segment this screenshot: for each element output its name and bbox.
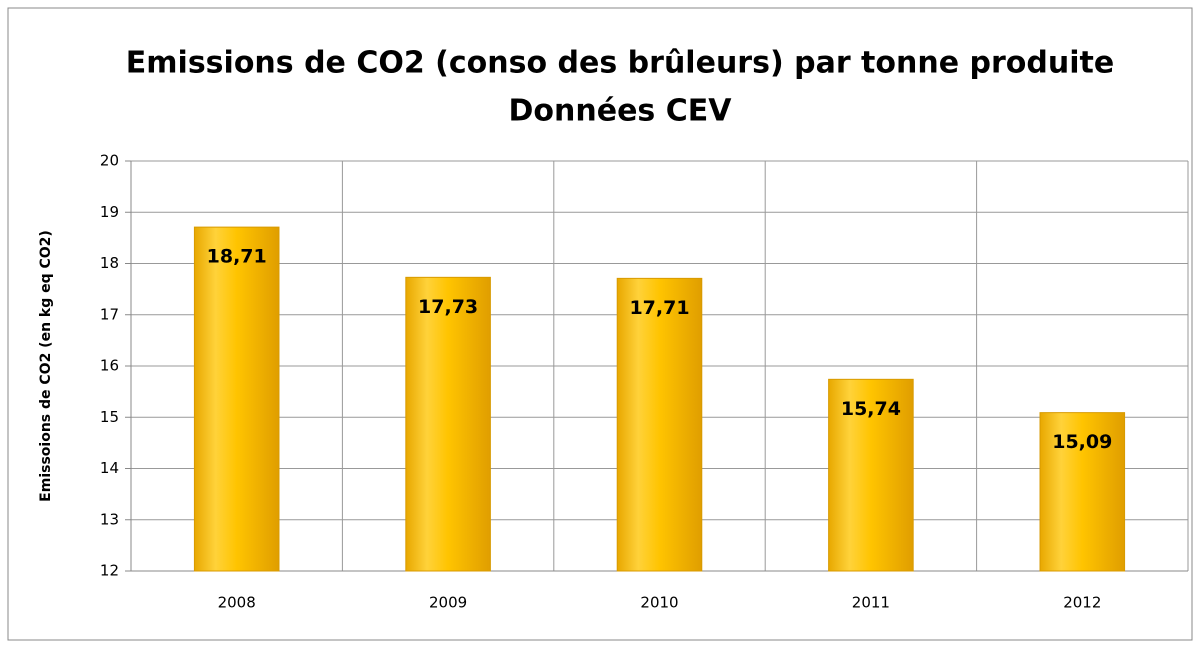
y-axis-label: Emissoions de CO2 (en kg eq CO2) bbox=[38, 230, 54, 502]
bar bbox=[828, 378, 914, 572]
x-tick-label: 2010 bbox=[640, 594, 678, 612]
y-tick-label: 17 bbox=[100, 305, 119, 323]
value-label: 17,71 bbox=[629, 297, 689, 319]
y-tick-label: 13 bbox=[100, 510, 119, 528]
y-tick-label: 15 bbox=[100, 408, 119, 426]
y-tick-label: 16 bbox=[100, 357, 119, 375]
x-tick-label: 2008 bbox=[218, 594, 256, 612]
y-tick-label: 14 bbox=[100, 459, 119, 477]
bar bbox=[616, 277, 703, 572]
y-tick-label: 20 bbox=[100, 152, 119, 170]
bar bbox=[193, 226, 280, 572]
y-tick-label: 19 bbox=[100, 203, 119, 221]
value-label: 18,71 bbox=[207, 246, 267, 268]
value-label: 15,74 bbox=[841, 398, 901, 420]
bar bbox=[1039, 412, 1126, 572]
x-tick-label: 2012 bbox=[1063, 594, 1101, 612]
x-tick-label: 2009 bbox=[429, 594, 467, 612]
y-tick-label: 18 bbox=[100, 254, 119, 272]
bar bbox=[405, 276, 491, 572]
value-label: 15,09 bbox=[1052, 431, 1112, 453]
x-tick-label: 2011 bbox=[852, 594, 890, 612]
chart-title: Emissions de CO2 (conso des brûleurs) pa… bbox=[126, 46, 1114, 81]
chart-subtitle: Données CEV bbox=[509, 94, 733, 129]
y-tick-label: 12 bbox=[100, 562, 119, 580]
value-label: 17,73 bbox=[418, 296, 478, 318]
